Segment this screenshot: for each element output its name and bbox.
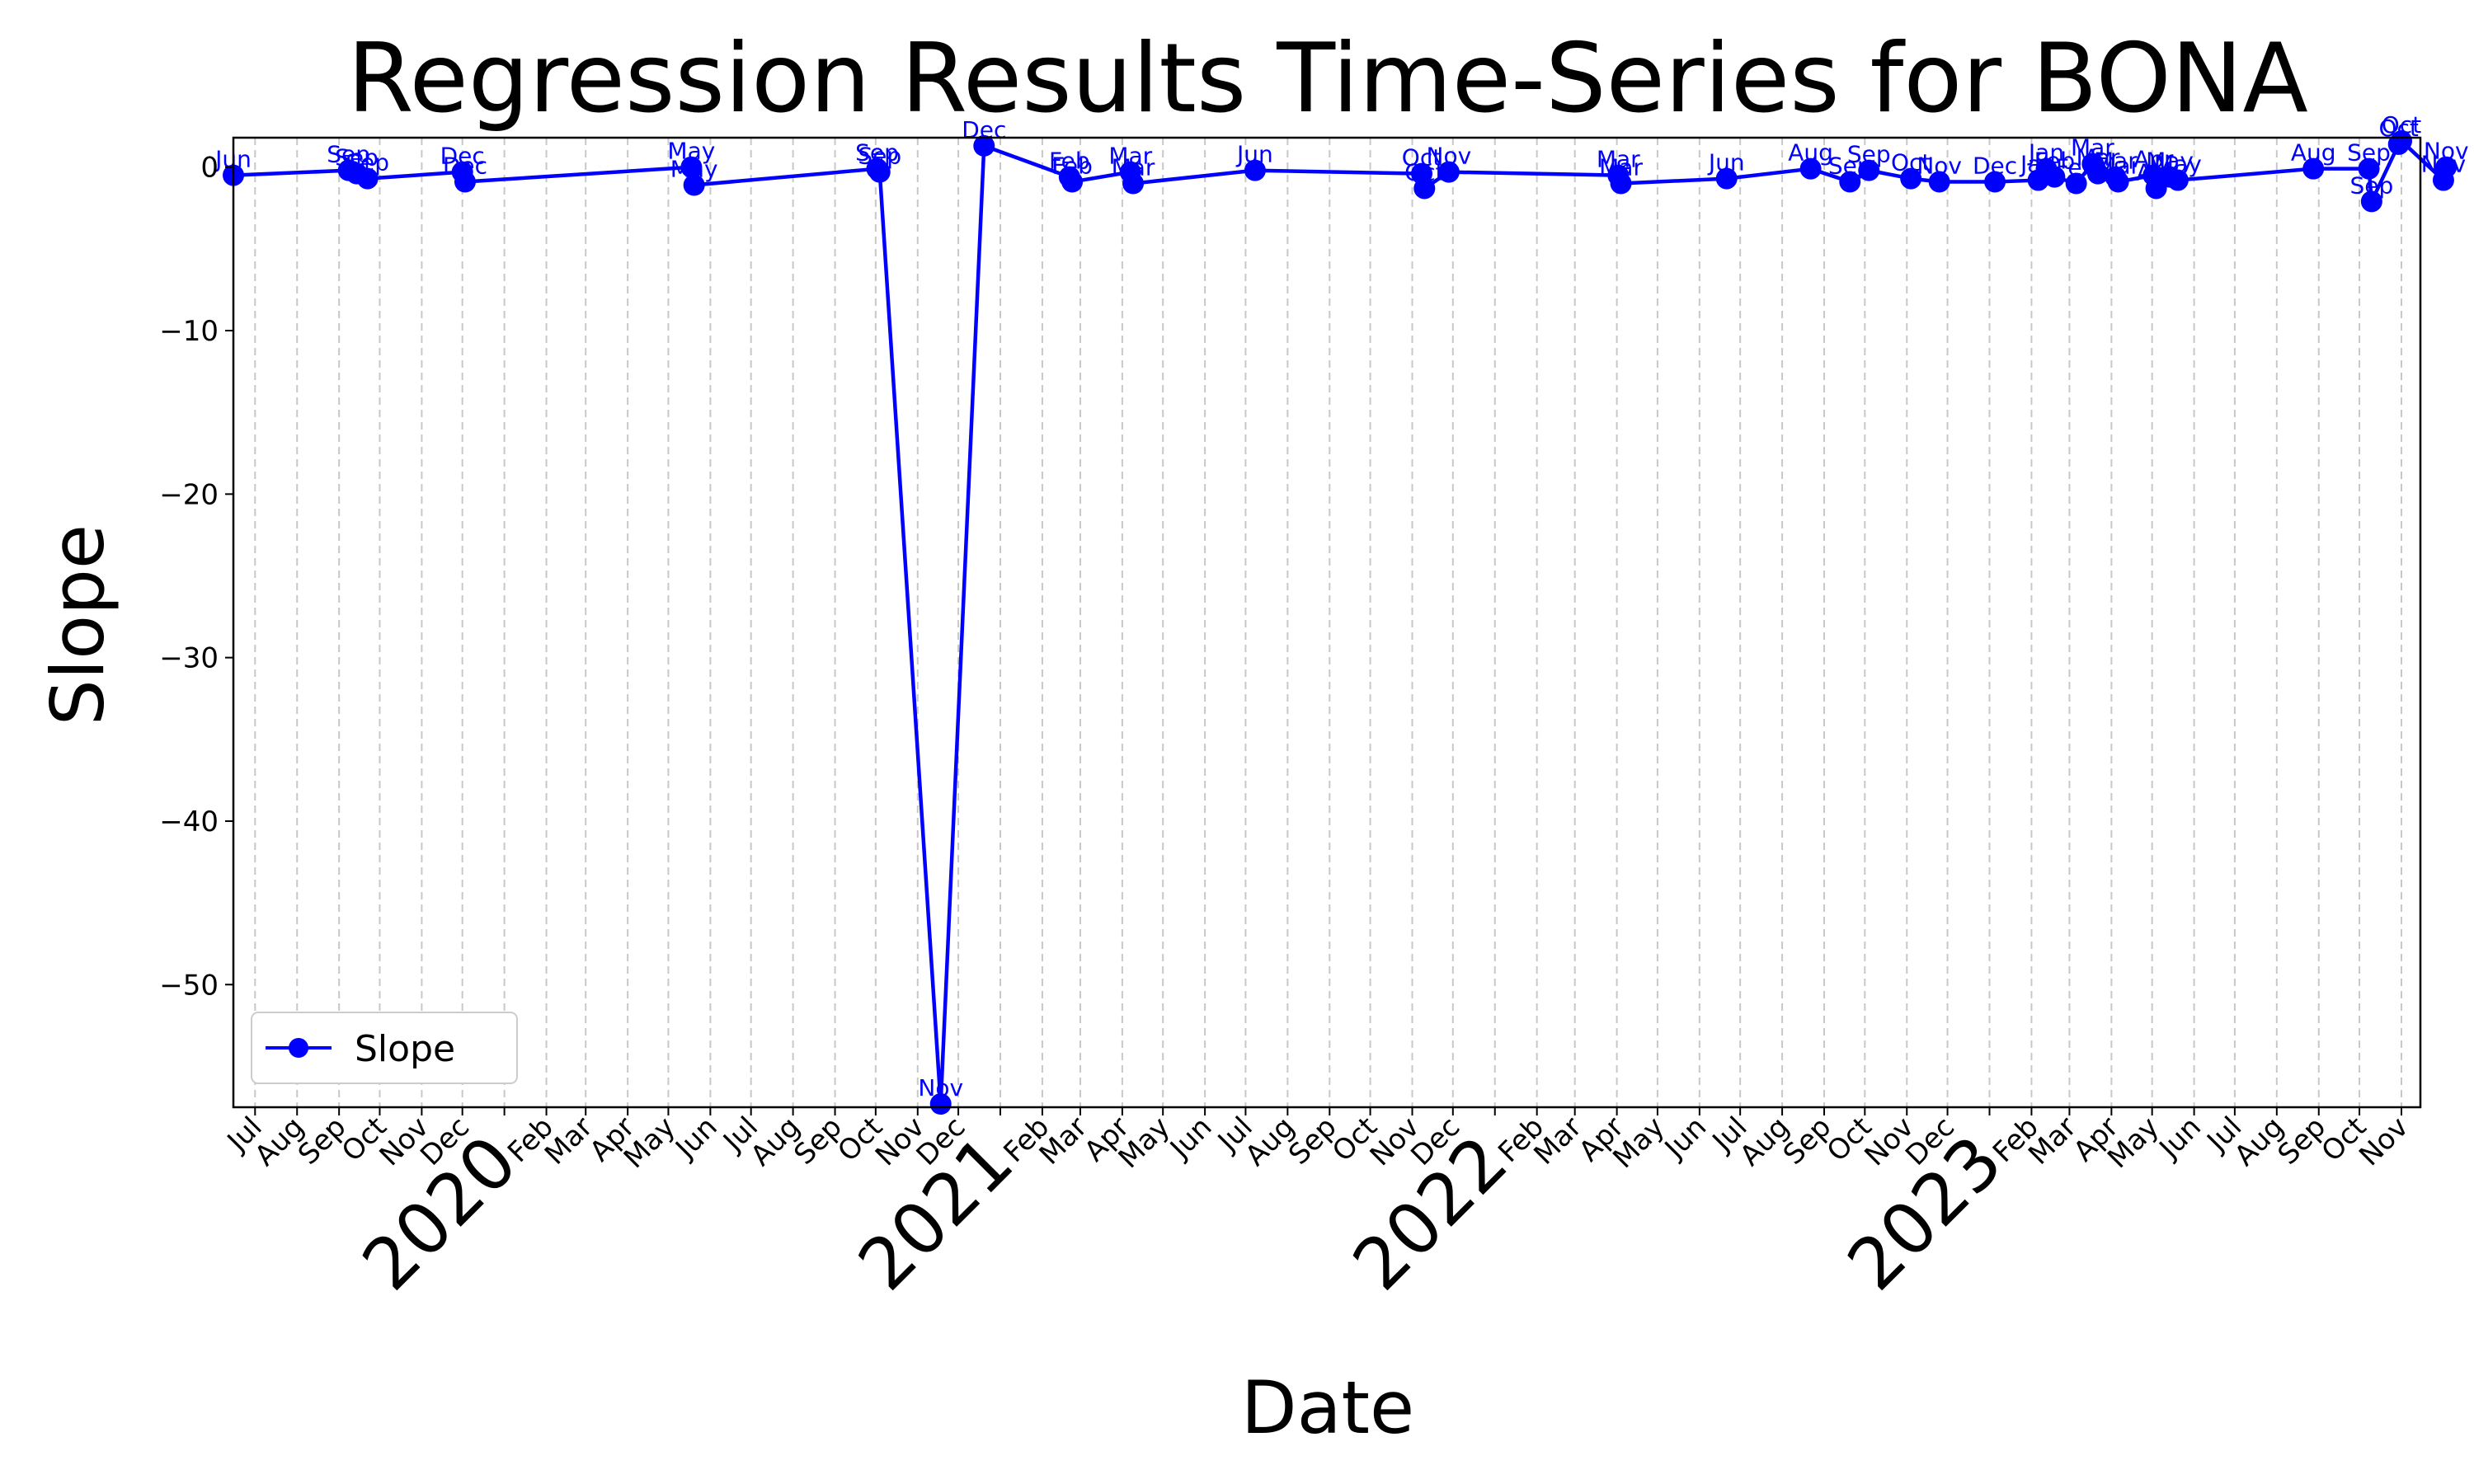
data-point (2044, 166, 2066, 188)
data-point-label: Aug (2291, 139, 2336, 167)
grid-layer (254, 138, 2402, 1107)
data-point-label: Sep (1847, 141, 1891, 168)
data-point-label: Mar (2077, 144, 2120, 171)
data-point-label: Nov (1917, 153, 1962, 180)
data-point-label: May (667, 138, 715, 165)
data-point-label: Mar (1108, 143, 1152, 170)
data-point-label: Oct (1891, 149, 1931, 176)
data-point-label: May (2154, 151, 2202, 178)
data-point-label: Sep (855, 139, 899, 167)
data-point-label: Oct (1404, 158, 1444, 186)
data-point-label: Nov (2421, 151, 2467, 178)
x-axis-label: Date (1241, 1365, 1414, 1450)
data-point-label: Mar (2094, 148, 2138, 175)
data-point-label: Feb (1049, 148, 1090, 175)
data-point (1437, 161, 1460, 183)
legend-label: Slope (355, 1028, 455, 1070)
data-point (929, 1093, 952, 1115)
data-point-label: May (670, 156, 718, 183)
data-point (454, 171, 476, 193)
y-tick-label: 0 (200, 152, 219, 185)
data-point (356, 167, 379, 190)
data-point (1839, 171, 1861, 193)
data-point-label: Jun (1235, 141, 1273, 168)
data-point-label: Nov (1427, 143, 1472, 170)
data-point-label: Jun (1707, 149, 1745, 176)
marker-layer (223, 129, 2458, 1115)
data-point (2358, 157, 2380, 180)
data-point (2107, 171, 2129, 193)
y-tick-label: −30 (159, 642, 219, 675)
data-point (1715, 167, 1738, 190)
legend: Slope (251, 1012, 518, 1084)
data-point (1858, 159, 1880, 181)
data-point (1799, 157, 1822, 180)
data-point-label: Feb (2034, 148, 2076, 175)
data-point-label: Apr (2136, 158, 2176, 186)
data-point (1610, 172, 1632, 195)
legend-marker-swatch (289, 1038, 308, 1058)
legend-box (251, 1012, 518, 1084)
data-point-label: Dec (443, 153, 487, 180)
data-point (2166, 169, 2189, 191)
data-point-label: Dec (1973, 153, 2017, 180)
data-point-label: Feb (2056, 154, 2097, 181)
data-point (680, 156, 703, 178)
data-point-label: May (2146, 148, 2194, 175)
data-point-label: Oct (1402, 144, 1442, 171)
data-point (2086, 162, 2109, 185)
data-point-label: Apr (2133, 146, 2174, 173)
plot-frame (232, 136, 2422, 1109)
data-point-label: Sep (2347, 139, 2391, 167)
data-point-label: Jan (2019, 151, 2056, 178)
data-point-label: Mar (2096, 153, 2140, 180)
data-point-label: Aug (1788, 139, 1833, 167)
data-point (2390, 129, 2412, 152)
data-point (1122, 172, 1145, 195)
data-point-label: Sep (346, 149, 389, 176)
data-point-label: Sep (2349, 171, 2393, 199)
y-tick-label: −50 (159, 969, 219, 1002)
data-point (868, 161, 891, 183)
data-point (1984, 171, 2006, 193)
data-point-label: Mar (1112, 154, 1155, 181)
data-point (1928, 171, 1950, 193)
data-point-label: Nov (2424, 138, 2469, 165)
data-point-label: Sep (327, 141, 370, 168)
data-point (1244, 159, 1266, 181)
data-point-label: Jan (2027, 139, 2064, 167)
y-axis-label: Slope (35, 524, 120, 726)
data-point (973, 134, 995, 157)
data-point-label: Feb (1051, 153, 1093, 180)
data-point (683, 174, 705, 196)
y-tick-label: −20 (159, 478, 219, 511)
data-point (1900, 167, 1922, 190)
data-point (2302, 157, 2325, 180)
chart-title: Regression Results Time-Series for BONA (347, 23, 2308, 134)
data-point (1061, 171, 1084, 193)
data-point-label: Oct (2382, 111, 2421, 139)
data-point-label: Sep (858, 143, 901, 170)
data-point-label: Nov (918, 1074, 963, 1101)
y-tick-label: −10 (159, 315, 219, 348)
data-point-label: Sep (1828, 153, 1872, 180)
data-point-label: Dec (440, 143, 485, 170)
data-point (2435, 156, 2458, 178)
y-axis: 0 −10 −20 −30 −40 −50 (159, 152, 233, 1002)
data-point-label: Mar (1599, 154, 1643, 181)
data-point (1413, 177, 1436, 200)
data-point (2065, 172, 2087, 195)
data-point-label: Mar (1597, 146, 1640, 173)
data-point (2360, 190, 2382, 213)
data-point-label: Dec (962, 116, 1006, 143)
y-tick-label: −40 (159, 805, 219, 838)
data-point-label: Sep (335, 144, 379, 171)
